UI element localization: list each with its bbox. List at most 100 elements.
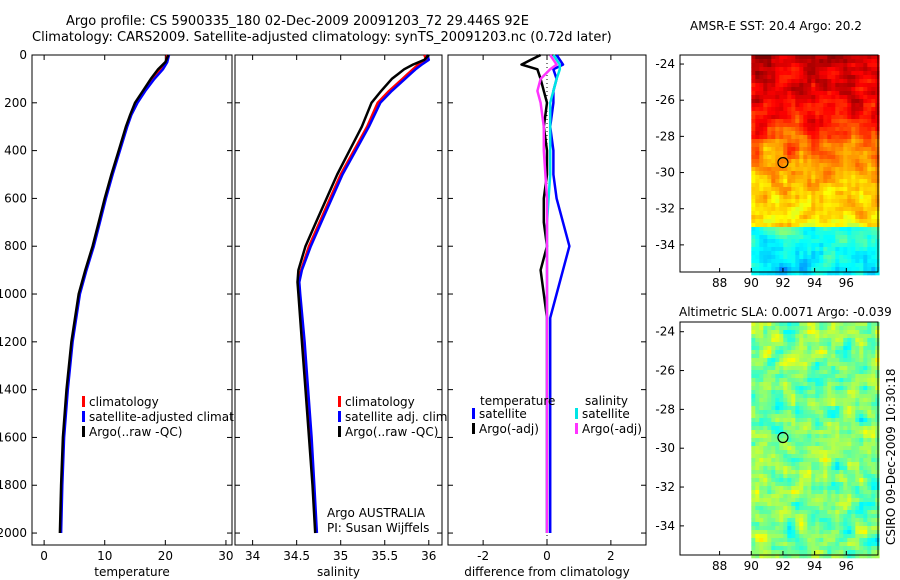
sla-cell — [795, 350, 800, 355]
sst-cell — [771, 251, 776, 256]
sla-cell — [763, 338, 768, 343]
sst-cell — [783, 79, 788, 84]
sla-cell — [875, 330, 880, 335]
sst-cell — [863, 179, 868, 184]
sst-cell — [795, 95, 800, 100]
sst-cell — [759, 135, 764, 140]
sla-cell — [787, 430, 792, 435]
sst-cell — [807, 251, 812, 256]
sst-cell — [799, 271, 804, 276]
sst-cell — [775, 55, 780, 60]
sst-cell — [787, 139, 792, 144]
sla-cell — [823, 378, 828, 383]
sst-cell — [823, 123, 828, 128]
sla-cell — [859, 530, 864, 535]
sst-cell — [783, 55, 788, 60]
sla-cell — [851, 554, 856, 559]
sst-cell — [787, 255, 792, 260]
sla-cell — [875, 382, 880, 387]
sst-cell — [815, 75, 820, 80]
sla-cell — [867, 478, 872, 483]
sst-cell — [803, 267, 808, 272]
sla-cell — [871, 382, 876, 387]
sst-cell — [771, 211, 776, 216]
sla-cell — [827, 438, 832, 443]
sla-cell — [787, 550, 792, 555]
sst-cell — [855, 251, 860, 256]
sst-cell — [871, 267, 876, 272]
sst-cell — [823, 99, 828, 104]
sst-cell — [863, 247, 868, 252]
sla-cell — [807, 542, 812, 547]
sla-cell — [811, 362, 816, 367]
sla-cell — [751, 326, 756, 331]
sst-cell — [787, 95, 792, 100]
sst-cell — [851, 71, 856, 76]
sst-cell — [851, 79, 856, 84]
sla-cell — [835, 538, 840, 543]
sla-cell — [835, 522, 840, 527]
temp-legend-entry-swatch — [82, 411, 85, 422]
sst-cell — [875, 203, 880, 208]
sst-cell — [803, 215, 808, 220]
sla-cell — [787, 334, 792, 339]
sst-cell — [771, 171, 776, 176]
sla-cell — [763, 450, 768, 455]
sst-cell — [843, 243, 848, 248]
sst-cell — [779, 115, 784, 120]
sla-cell — [771, 426, 776, 431]
sla-cell — [827, 378, 832, 383]
sst-cell — [811, 135, 816, 140]
sst-cell — [863, 163, 868, 168]
sla-cell — [783, 458, 788, 463]
sla-cell — [875, 474, 880, 479]
sst-cell — [807, 199, 812, 204]
sla-cell — [783, 514, 788, 519]
sla-cell — [751, 382, 756, 387]
sla-cell — [771, 506, 776, 511]
sla-cell — [859, 502, 864, 507]
sst-ytick-label: -34 — [655, 238, 675, 252]
sla-cell — [763, 458, 768, 463]
sst-cell — [871, 155, 876, 160]
sla-cell — [823, 362, 828, 367]
sst-cell — [807, 215, 812, 220]
sla-cell — [835, 386, 840, 391]
sla-cell — [827, 366, 832, 371]
sst-cell — [847, 127, 852, 132]
sla-cell — [779, 422, 784, 427]
sst-cell — [859, 167, 864, 172]
sst-cell — [863, 199, 868, 204]
sla-cell — [775, 442, 780, 447]
sla-cell — [779, 446, 784, 451]
sla-cell — [807, 362, 812, 367]
sst-cell — [843, 231, 848, 236]
sla-cell — [751, 338, 756, 343]
sla-cell — [803, 442, 808, 447]
sla-cell — [763, 526, 768, 531]
sst-cell — [815, 155, 820, 160]
sla-cell — [799, 406, 804, 411]
temp-series-argo-raw-qc- — [58, 54, 170, 534]
sla-cell — [767, 514, 772, 519]
sst-cell — [835, 131, 840, 136]
sst-cell — [787, 71, 792, 76]
sst-cell — [791, 127, 796, 132]
sst-cell — [847, 143, 852, 148]
sst-cell — [783, 127, 788, 132]
sla-cell — [759, 418, 764, 423]
sla-cell — [755, 510, 760, 515]
sst-cell — [847, 107, 852, 112]
sst-cell — [863, 123, 868, 128]
sla-cell — [779, 514, 784, 519]
sla-cell — [803, 410, 808, 415]
sst-cell — [783, 119, 788, 124]
sla-cell — [807, 442, 812, 447]
sla-cell — [863, 374, 868, 379]
sst-cell — [767, 191, 772, 196]
sla-cell — [795, 346, 800, 351]
sst-cell — [759, 115, 764, 120]
sst-cell — [803, 155, 808, 160]
sla-cell — [855, 426, 860, 431]
